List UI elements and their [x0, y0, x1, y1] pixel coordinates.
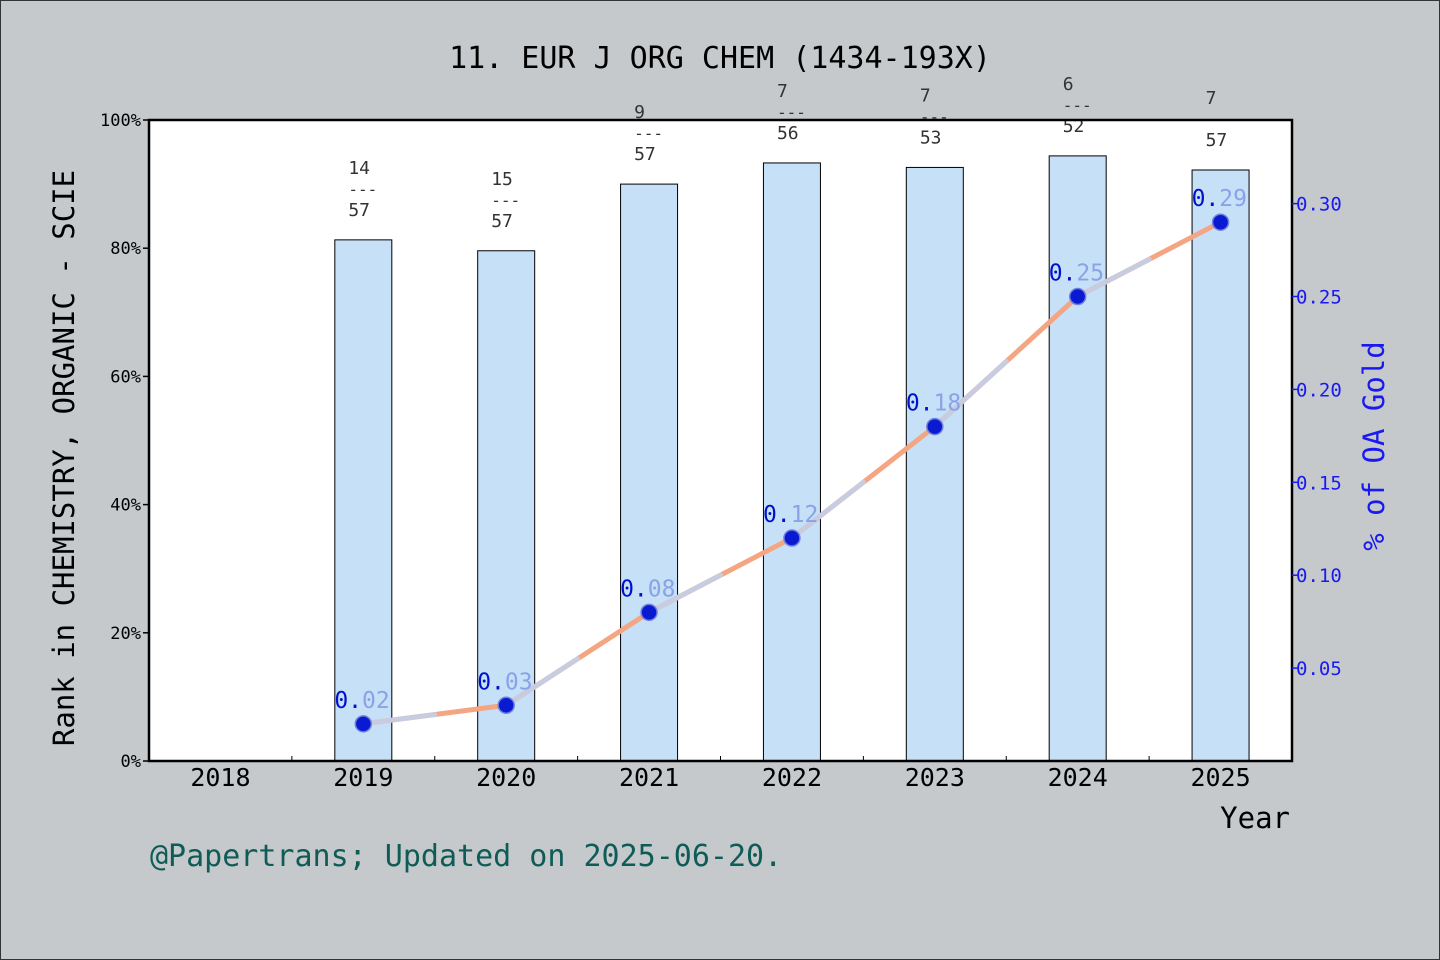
- bar-2023: [905, 166, 964, 762]
- oa-line-highlight-2024: [1075, 256, 1152, 300]
- bar-rank-label-2020: 15: [491, 169, 513, 190]
- oa-point-2021: [640, 603, 658, 622]
- oa-label-part-b: 02: [362, 688, 390, 714]
- left-axis: 0% 20% 40% 60% 80% 100%: [100, 111, 149, 772]
- oa-label-part-b: 08: [648, 576, 676, 602]
- bar-2024: [1048, 155, 1107, 762]
- y2-tick-label-1: 0.10: [1296, 565, 1342, 587]
- oa-label-part-a: 0.: [1049, 261, 1077, 287]
- oa-data-label-2024: 0.25: [1049, 261, 1104, 287]
- oa-label-part-b: 18: [934, 391, 962, 417]
- oa-line-highlight-2020: [503, 656, 581, 708]
- bar-separator-2020: ---: [491, 191, 520, 210]
- bar-separator-2022: ---: [777, 103, 806, 122]
- y2-tick-label-0: 0.05: [1296, 658, 1342, 680]
- bar-rank-label-2022: 7: [777, 81, 788, 102]
- oa-data-label-2023: 0.18: [906, 391, 961, 417]
- y2-tick-label-4: 0.25: [1296, 287, 1342, 309]
- oa-point-2023: [926, 417, 944, 436]
- x-axis: 2018 2019 2020 2021 2022 2023 2024 2025: [190, 756, 1251, 792]
- oa-point-2025: [1211, 213, 1230, 231]
- footer-credit: @Papertrans; Updated on 2025-06-20.: [150, 839, 782, 874]
- oa-label-part-a: 0.: [906, 391, 934, 417]
- bar-rank-label-2025: 7: [1206, 88, 1217, 109]
- bar-separator-2019: ---: [348, 180, 377, 199]
- plot-area: [149, 120, 1292, 761]
- bar-total-label-2023: 53: [920, 127, 942, 148]
- bar-separator-2023: ---: [920, 107, 949, 126]
- x-tick-label-2024: 2024: [1048, 763, 1108, 792]
- y-tick-label-0: 0%: [121, 752, 141, 772]
- bar-2022: [762, 162, 821, 762]
- x-tick-label-2023: 2023: [905, 763, 965, 792]
- oa-point-2024: [1068, 287, 1087, 306]
- bar-separator-2021: ---: [634, 124, 663, 143]
- bar-rank-label-2021: 9: [634, 102, 645, 123]
- oa-data-label-2019: 0.02: [334, 688, 389, 714]
- bar-2020: [477, 250, 536, 762]
- y-tick-label-1: 20%: [110, 624, 141, 644]
- bar-total-label-2019: 57: [348, 200, 370, 221]
- y2-tick-label-2: 0.15: [1296, 472, 1342, 494]
- x-axis-label: Year: [1220, 801, 1290, 835]
- oa-data-label-2020: 0.03: [477, 669, 532, 695]
- oa-label-part-a: 0.: [334, 688, 362, 714]
- y2-tick-label-3: 0.20: [1296, 379, 1342, 401]
- oa-data-label-2025: 0.29: [1192, 186, 1247, 212]
- bar-separator-2024: ---: [1063, 96, 1092, 115]
- bar-labels-group: 14---5715---579---577---567---536---527-…: [348, 74, 1234, 232]
- oa-line-highlight-2021: [646, 572, 723, 615]
- bar-rank-label-2024: 6: [1063, 74, 1074, 95]
- oa-line-highlight-2019: [360, 712, 438, 727]
- oa-label-part-b: 03: [505, 669, 533, 695]
- oa-point-2019: [354, 715, 373, 733]
- bar-rank-label-2019: 14: [348, 158, 370, 179]
- x-tick-label-2020: 2020: [476, 763, 536, 792]
- oa-label-part-b: 12: [791, 502, 819, 528]
- bar-total-label-2021: 57: [634, 144, 656, 165]
- bars-group: [334, 155, 1250, 762]
- x-tick-label-2019: 2019: [333, 763, 393, 792]
- oa-label-part-a: 0.: [620, 576, 648, 602]
- oa-line-highlight-2023: [932, 359, 1009, 430]
- y2-tick-label-5: 0.30: [1296, 194, 1342, 216]
- x-tick-label-2018: 2018: [190, 763, 250, 792]
- oa-point-2022: [783, 529, 801, 547]
- chart-title: 11. EUR J ORG CHEM (1434-193X): [449, 41, 991, 76]
- x-tick-label-2021: 2021: [619, 763, 679, 792]
- x-tick-label-2022: 2022: [762, 763, 822, 792]
- bar-total-label-2020: 57: [491, 211, 513, 232]
- oa-line-group: 0.020.030.080.120.180.250.29: [334, 186, 1247, 733]
- y2-axis-label: % of OA Gold: [1357, 341, 1391, 551]
- y-tick-label-4: 80%: [110, 239, 141, 259]
- oa-label-part-a: 0.: [1192, 186, 1220, 212]
- bar-total-label-2025: 57: [1206, 130, 1228, 151]
- bar-2021: [620, 183, 679, 762]
- oa-line-highlight-2022: [789, 479, 866, 541]
- bar-2019: [334, 239, 393, 762]
- oa-data-label-2022: 0.12: [763, 502, 818, 528]
- x-tick-label-2025: 2025: [1190, 763, 1250, 792]
- oa-label-part-a: 0.: [763, 502, 791, 528]
- oa-data-label-2021: 0.08: [620, 576, 675, 602]
- y-tick-label-5: 100%: [100, 111, 141, 131]
- y-tick-label-3: 60%: [110, 367, 141, 387]
- oa-label-part-a: 0.: [477, 669, 505, 695]
- oa-label-part-b: 25: [1076, 261, 1104, 287]
- bar-2025: [1191, 169, 1250, 762]
- bar-total-label-2022: 56: [777, 123, 799, 144]
- oa-point-2020: [497, 696, 515, 715]
- oa-label-part-b: 29: [1219, 186, 1247, 212]
- y-axis-label: Rank in CHEMISTRY, ORGANIC - SCIE: [47, 170, 81, 746]
- y-tick-label-2: 40%: [110, 496, 141, 516]
- right-axis: 0.05 0.10 0.15 0.20 0.25 0.30: [1292, 194, 1342, 680]
- bar-rank-label-2023: 7: [920, 85, 931, 106]
